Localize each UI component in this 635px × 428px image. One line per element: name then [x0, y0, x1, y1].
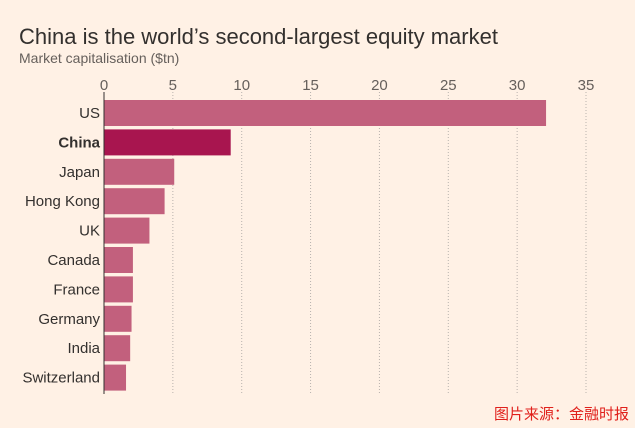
bar-uk [104, 217, 150, 244]
bar-india [104, 335, 131, 362]
category-label: Japan [59, 164, 100, 181]
category-label: UK [79, 223, 100, 240]
source-watermark: 图片来源：金融时报 [493, 405, 629, 423]
chart-subtitle: Market capitalisation ($tn) [19, 50, 180, 66]
x-tick-label: 30 [509, 77, 526, 94]
bar-hong-kong [104, 188, 165, 215]
category-label: Canada [47, 252, 100, 269]
category-label: China [58, 134, 100, 151]
category-label: Switzerland [22, 370, 100, 387]
bar-switzerland [104, 364, 127, 391]
category-label: Germany [38, 311, 100, 328]
category-label: France [53, 281, 100, 298]
bar-china [104, 129, 231, 156]
bar-france [104, 276, 133, 303]
bar-canada [104, 247, 133, 273]
x-tick-label: 20 [371, 77, 388, 94]
category-label: Hong Kong [25, 193, 100, 210]
x-tick-label: 15 [302, 77, 319, 94]
gridlines [172, 92, 587, 394]
bar-japan [104, 158, 175, 185]
category-label: US [79, 105, 100, 122]
axes: 0 5 10 15 20 25 30 35 [100, 77, 595, 394]
bar-us [104, 100, 547, 126]
category-labels: US China Japan Hong Kong UK Canada France Germa… [22, 105, 100, 387]
bars [104, 100, 547, 391]
chart-title: China is the world’s second-largest equi… [19, 24, 498, 49]
x-tick-label: 35 [578, 77, 595, 94]
x-tick-label: 5 [169, 77, 177, 94]
x-tick-label: 10 [233, 77, 250, 94]
x-tick-label: 0 [100, 77, 108, 94]
bar-germany [104, 305, 132, 332]
x-tick-label: 25 [440, 77, 457, 94]
category-label: India [67, 340, 100, 357]
